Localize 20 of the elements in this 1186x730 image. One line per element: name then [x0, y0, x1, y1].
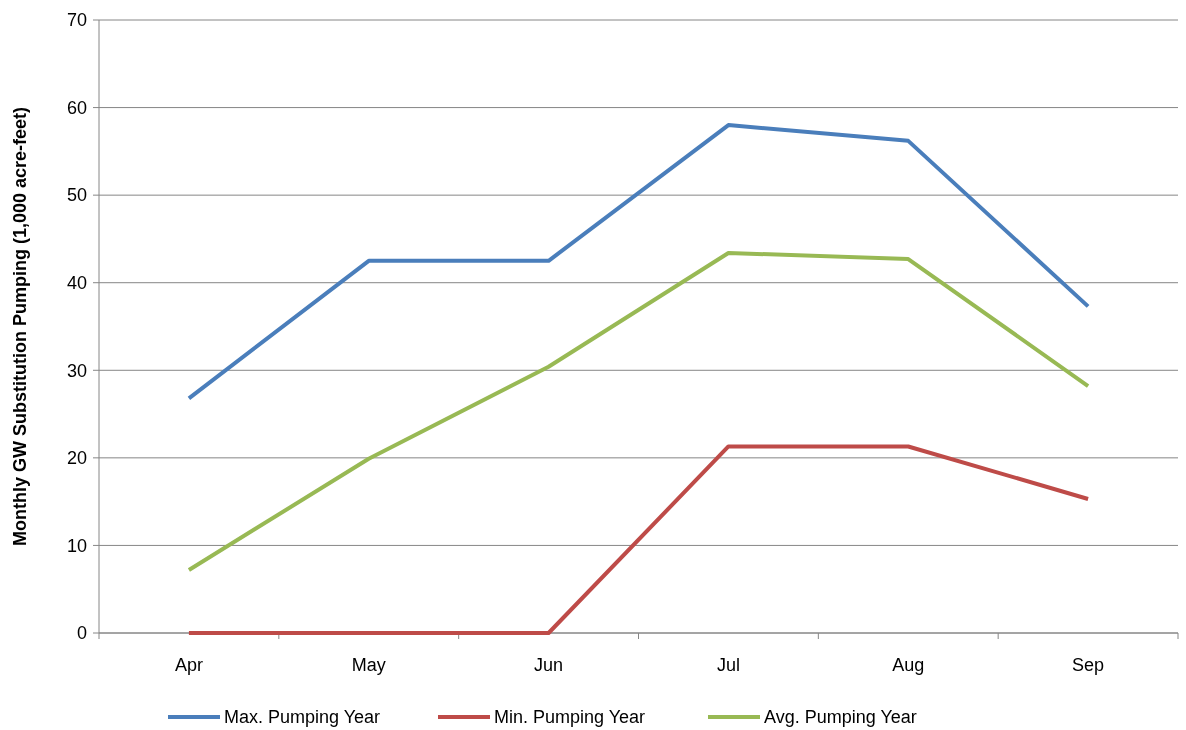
x-tick-label: May [351, 655, 386, 675]
y-tick-label: 20 [66, 448, 87, 469]
y-tick-label: 40 [66, 273, 87, 294]
y-tick-label: 10 [66, 535, 87, 556]
x-tick-label: Aug [892, 655, 925, 675]
x-tick-label: Apr [174, 655, 203, 675]
y-tick-label: 70 [66, 10, 87, 31]
x-tick-label: Sep [1072, 655, 1105, 675]
legend-label: Max. Pumping Year [224, 707, 381, 728]
y-tick-label: 30 [66, 360, 87, 381]
y-tick-label: 0 [76, 623, 87, 644]
line-series [186, 123, 1091, 401]
line-series [186, 250, 1091, 572]
x-tick-label: Jun [534, 655, 564, 675]
legend-label: Avg. Pumping Year [764, 707, 917, 728]
y-axis-title: Monthly GW Substitution Pumping (1,000 acre-feet) [10, 106, 30, 547]
legend-label: Min. Pumping Year [494, 707, 646, 728]
y-tick-label: 50 [66, 185, 87, 206]
y-tick-label: 60 [66, 97, 87, 118]
x-tick-label: Jul [716, 655, 740, 675]
